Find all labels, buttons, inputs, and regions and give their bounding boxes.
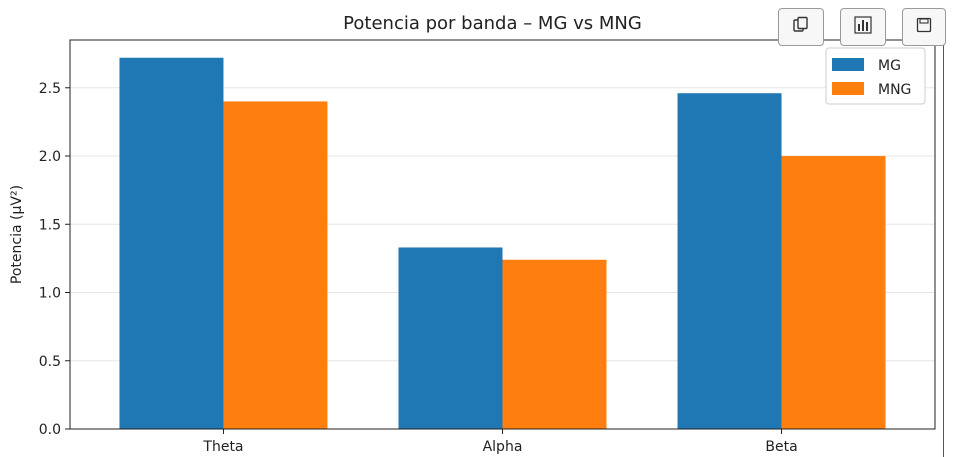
legend-label: MG <box>878 58 901 74</box>
y-tick-label: 0.5 <box>39 354 61 370</box>
x-tick-label: Alpha <box>483 439 523 455</box>
y-tick-label: 0.0 <box>39 422 61 438</box>
copy-icon <box>792 16 810 38</box>
bar-mng-alpha <box>502 259 607 429</box>
legend: MG MNG <box>825 47 926 105</box>
y-axis-label: Potencia (µV²) <box>9 185 25 284</box>
bar-mg-theta <box>119 57 224 429</box>
bar-mng-theta <box>223 101 328 429</box>
y-tick-label: 2.5 <box>39 81 61 97</box>
y-tick-label: 1.0 <box>39 286 61 302</box>
chart-title: Potencia por banda – MG vs MNG <box>343 13 642 34</box>
y-tick-label: 2.0 <box>39 149 61 165</box>
y-tick-label: 1.5 <box>39 217 61 233</box>
y-axis: 0.0 0.5 1.0 1.5 2.0 2.5 <box>39 81 70 438</box>
save-button[interactable] <box>902 8 946 46</box>
bar-mg-alpha <box>398 247 503 429</box>
bars <box>119 57 886 430</box>
legend-swatch <box>832 82 864 95</box>
save-icon <box>916 17 932 37</box>
chart-icon <box>854 16 872 38</box>
x-axis: Theta Alpha Beta <box>202 429 798 455</box>
chart-view-button[interactable] <box>840 8 886 46</box>
copy-button[interactable] <box>778 8 824 46</box>
bar-mg-beta <box>677 93 782 430</box>
legend-label: MNG <box>878 82 911 98</box>
divider <box>943 40 944 457</box>
x-tick-label: Theta <box>202 439 243 455</box>
legend-swatch <box>832 58 864 71</box>
x-tick-label: Beta <box>765 439 797 455</box>
bar-mng-beta <box>781 156 886 429</box>
